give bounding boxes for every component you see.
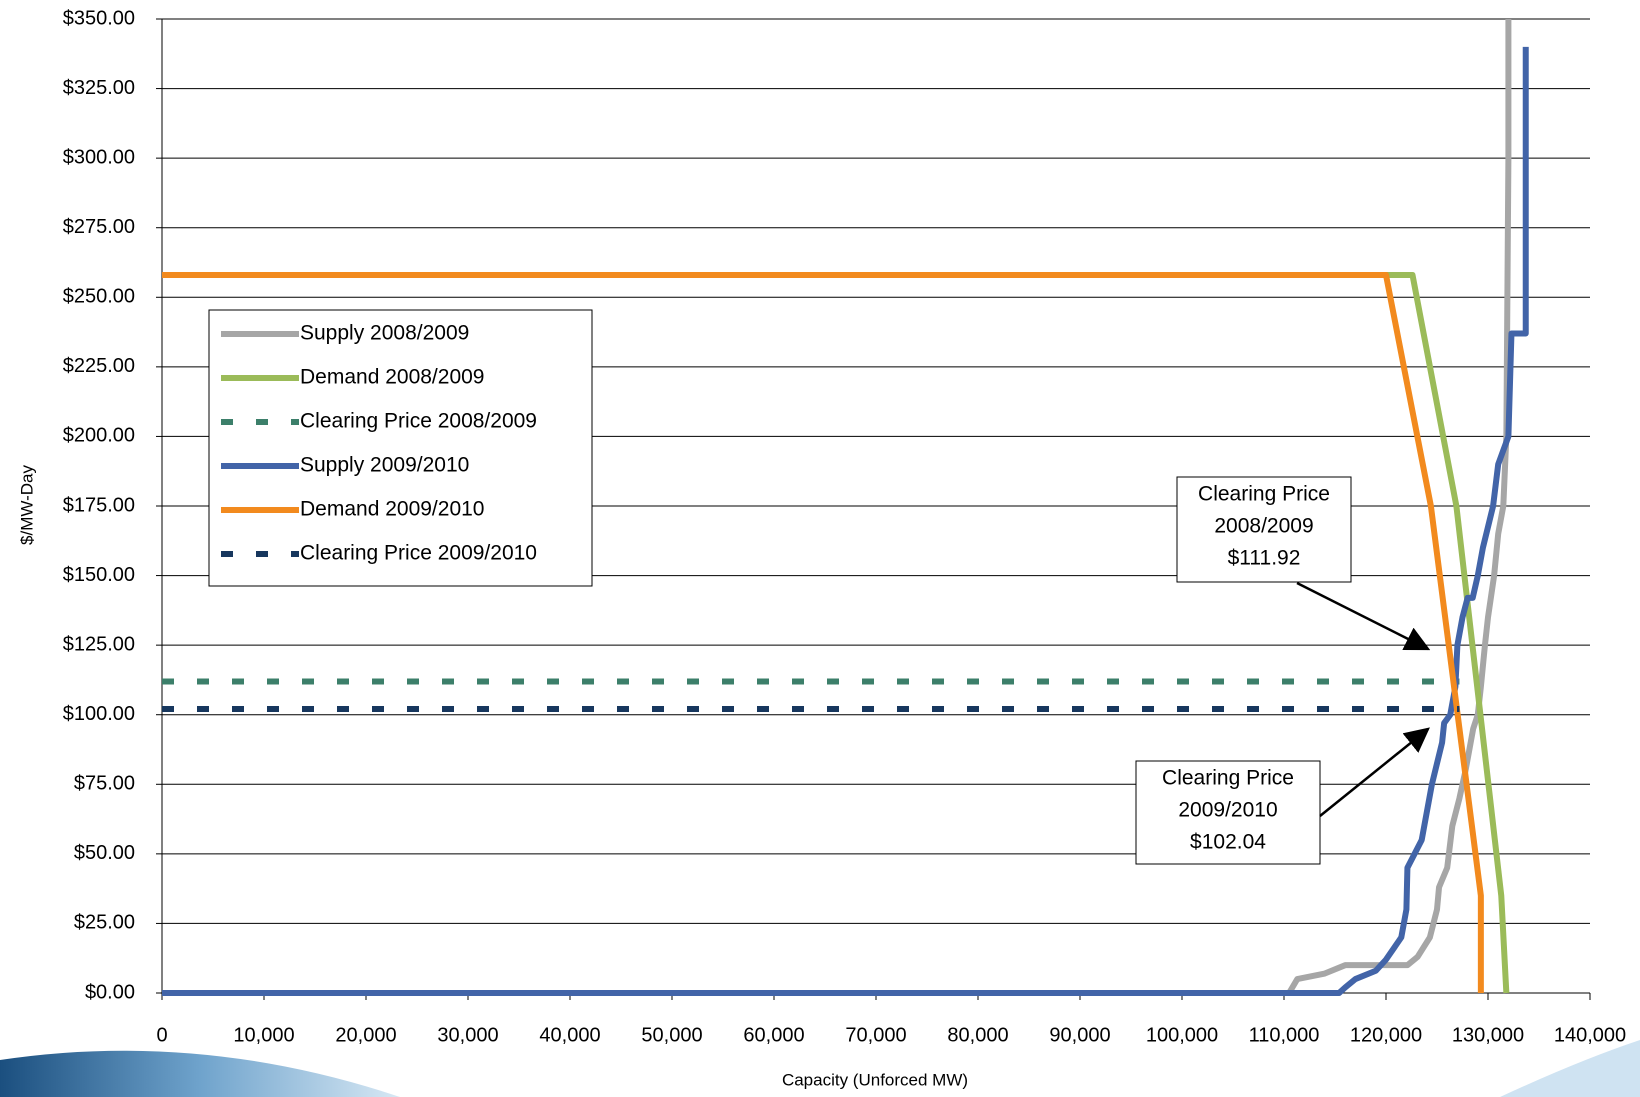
y-tick-label: $125.00	[63, 633, 135, 655]
y-tick-label: $25.00	[74, 912, 135, 934]
legend-label: Clearing Price 2008/2009	[300, 410, 537, 433]
y-tick-label: $0.00	[85, 981, 135, 1003]
y-tick-label: $300.00	[63, 146, 135, 168]
x-tick-label: 40,000	[539, 1024, 600, 1046]
x-tick-label: 80,000	[947, 1024, 1008, 1046]
decoration	[1500, 1040, 1640, 1097]
legend-label: Demand 2008/2009	[300, 366, 484, 389]
y-tick-label: $325.00	[63, 77, 135, 99]
x-tick-label: 30,000	[437, 1024, 498, 1046]
y-axis-title: $/MW-Day	[17, 465, 36, 545]
x-axis-title: Capacity (Unforced MW)	[782, 1070, 968, 1089]
annotation-text: $102.04	[1190, 831, 1266, 854]
annotation-arrow	[1296, 581, 1431, 651]
annotation-box	[1135, 760, 1321, 865]
x-tick-label: 100,000	[1146, 1024, 1218, 1046]
legend-label: Clearing Price 2009/2010	[300, 542, 537, 565]
annotation-text: 2009/2010	[1178, 799, 1277, 822]
legend-label: Supply 2008/2009	[300, 322, 469, 345]
y-tick-label: $350.00	[63, 7, 135, 29]
series-line	[162, 272, 1484, 993]
legend-label: Demand 2009/2010	[300, 498, 484, 521]
x-tick-label: 50,000	[641, 1024, 702, 1046]
x-tick-label: 60,000	[743, 1024, 804, 1046]
y-tick-label: $150.00	[63, 564, 135, 586]
y-tick-label: $75.00	[74, 773, 135, 795]
y-tick-label: $50.00	[74, 842, 135, 864]
x-tick-label: 0	[156, 1024, 167, 1046]
x-tick-label: 120,000	[1350, 1024, 1422, 1046]
annotation-text: Clearing Price	[1162, 767, 1294, 790]
legend-box	[208, 309, 593, 587]
x-tick-label: 10,000	[233, 1024, 294, 1046]
y-tick-label: $200.00	[63, 425, 135, 447]
annotation-text: 2008/2009	[1214, 515, 1313, 538]
y-tick-label: $275.00	[63, 216, 135, 238]
x-tick-label: 130,000	[1452, 1024, 1524, 1046]
series-line	[162, 19, 1512, 996]
annotation-box	[1176, 476, 1352, 583]
series-line	[162, 46, 1529, 996]
legend-label: Supply 2009/2010	[300, 454, 469, 477]
x-tick-label: 20,000	[335, 1024, 396, 1046]
y-tick-label: $250.00	[63, 286, 135, 308]
x-tick-label: 90,000	[1049, 1024, 1110, 1046]
annotation-text: Clearing Price	[1198, 483, 1330, 506]
annotation-arrow	[1319, 727, 1430, 817]
y-tick-label: $100.00	[63, 703, 135, 725]
x-tick-label: 110,000	[1249, 1024, 1320, 1046]
y-tick-label: $225.00	[63, 355, 135, 377]
x-tick-label: 70,000	[845, 1024, 906, 1046]
y-tick-label: $175.00	[63, 494, 135, 516]
x-tick-label: 140,000	[1554, 1024, 1626, 1046]
annotation-text: $111.92	[1228, 547, 1301, 570]
decoration	[0, 1050, 400, 1097]
